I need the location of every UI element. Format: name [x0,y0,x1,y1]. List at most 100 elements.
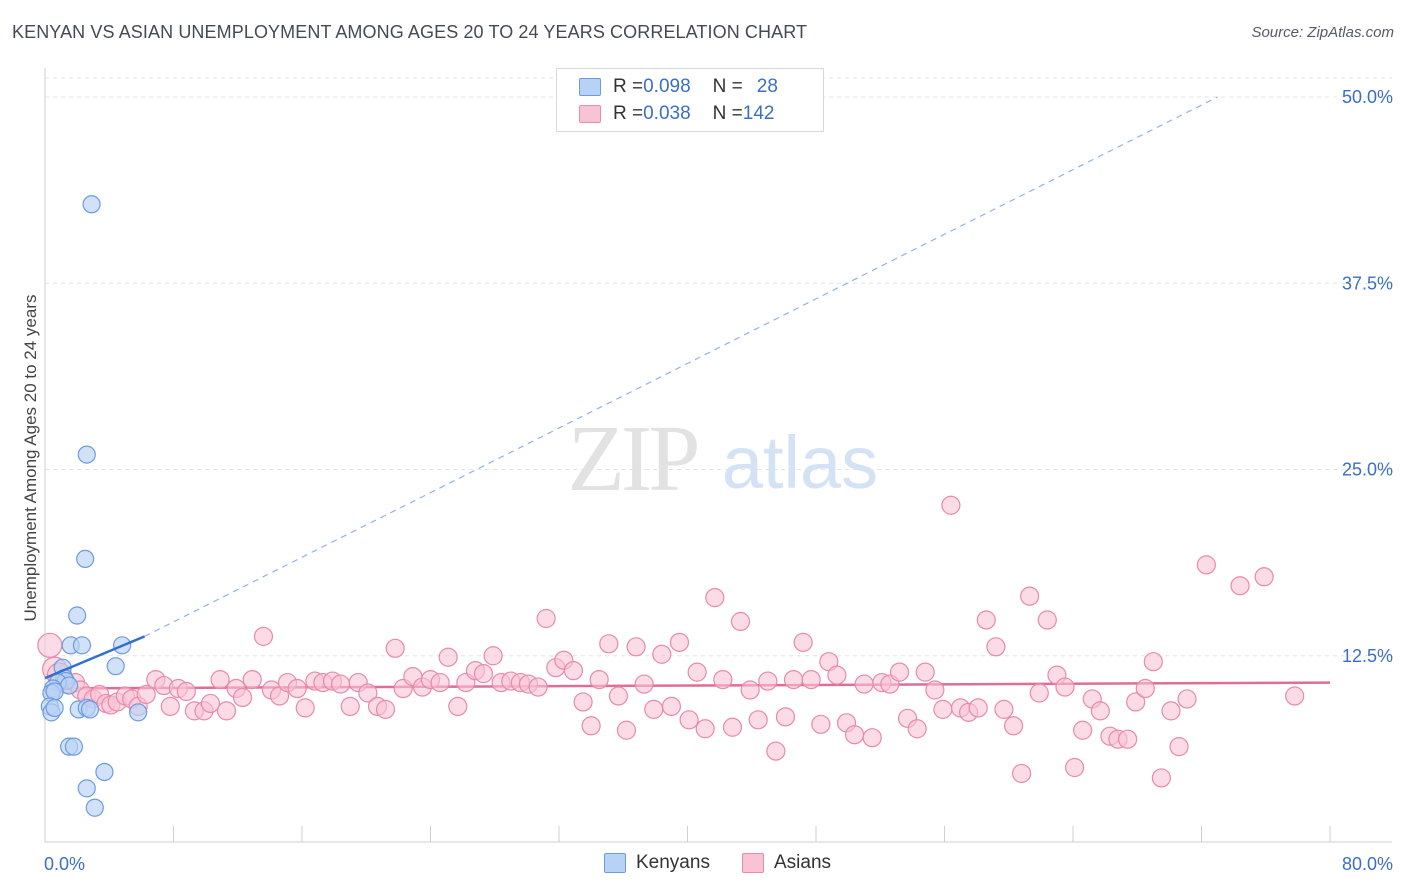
legend-swatch-asians [742,853,764,873]
asian-point [136,684,156,705]
kenyan-point [85,798,104,817]
y-tick-label: 12.5% [1342,646,1393,666]
kenyan-point [64,737,84,756]
asian-point [1161,701,1181,721]
asian-point [695,719,715,739]
asian-point [242,669,262,690]
asian-point [1230,576,1250,596]
legend-row-asians: R = 0.038 N = 142 [579,101,774,127]
asian-point [941,495,961,515]
asian-point [1029,683,1049,703]
asian-point [1196,555,1216,575]
asian-point [589,669,609,690]
asian-point [340,696,360,717]
asian-point [253,626,274,646]
asian-point [1135,678,1155,699]
source-label: Source: ZipAtlas.com [1251,24,1394,41]
kenyan-points [40,195,148,817]
y-tick-label: 50.0% [1342,87,1393,107]
legend-swatch-kenyans [604,853,626,873]
legend-r-label: R = [613,103,644,124]
asian-point [1003,716,1024,736]
y-tick-label: 37.5% [1342,273,1393,293]
trend-lines [44,96,1331,690]
legend-item-asians[interactable]: Asians [742,852,831,874]
kenyan-point [45,698,64,718]
kenyan-point [76,549,95,569]
asian-point [1065,757,1085,778]
asian-point [176,681,196,702]
legend-item-kenyans[interactable]: Kenyans [604,852,710,874]
asian-point [1020,586,1040,606]
kenyan-point [95,762,114,782]
legend-swatch-kenyans [579,78,601,96]
y-tick-label: 25.0% [1342,460,1393,480]
x-tick-label: 0.0% [44,854,85,874]
asian-point [616,720,637,740]
legend-n-label: N = [712,103,743,124]
kenyan-point [82,195,101,214]
asian-point [730,611,751,632]
asian-point [1011,763,1032,784]
asian-point [573,692,593,712]
legend-swatch-asians [579,105,601,123]
asian-point [528,677,548,697]
asian-point [200,693,221,714]
watermark: ZIP atlas [568,407,879,511]
asian-point [1254,567,1274,587]
axes [44,68,1392,843]
asian-point [599,634,619,654]
asian-trend-line [44,681,1331,690]
watermark-atlas: atlas [722,421,878,504]
asian-point [915,662,935,682]
asian-point [748,710,768,730]
asian-point [889,662,910,682]
asian-point [740,680,760,700]
asian-point [216,701,237,721]
asian-point [661,696,682,717]
asian-point [473,664,494,684]
asian-point [925,680,945,700]
asian-point [608,686,629,706]
asian-point [687,662,707,682]
legend-n-value-asians: 142 [742,103,775,124]
gridlines [45,77,1392,657]
kenyan-point [106,657,125,676]
chart-title: KENYAN VS ASIAN UNEMPLOYMENT AMONG AGES … [12,22,808,42]
asian-point [1090,701,1110,721]
series-legend: Kenyans Asians [0,852,1406,878]
asian-point [1143,652,1163,672]
asian-point [976,610,996,630]
asian-point [232,687,253,708]
legend-r-value-kenyans: 0.098 [643,76,691,97]
asian-point [37,632,63,658]
asian-point [968,698,988,718]
legend-n-value-kenyans: 28 [756,76,778,97]
asian-point [1055,677,1075,697]
asian-point [994,699,1014,719]
kenyan-point [68,606,87,625]
y-axis-label: Unemployment Among Ages 20 to 24 years [21,295,40,622]
legend-r-value-asians: 0.038 [643,103,691,124]
asian-point [758,671,778,691]
kenyan-point [77,779,96,798]
asian-point [933,699,953,719]
kenyan-point [80,700,100,719]
asian-point [634,674,654,694]
kenyan-trend-extension [144,96,1218,637]
asian-point [483,646,503,666]
asian-point [766,741,786,761]
asian-point [827,665,847,685]
asian-point [713,669,733,690]
asian-point [907,719,927,739]
tick-labels: 12.5% 25.0% 37.5% 50.0% 0.0% 80.0% [44,87,1393,874]
kenyan-trend-line [44,635,146,680]
correlation-legend: R = 0.098 N = 28 R = 0.038 N = 142 [556,68,824,132]
asian-point [783,669,804,690]
legend-label-asians: Asians [774,852,832,873]
asian-point [160,696,180,717]
asian-point [295,698,315,718]
watermark-zip: ZIP [568,407,698,511]
asian-point [801,669,821,690]
